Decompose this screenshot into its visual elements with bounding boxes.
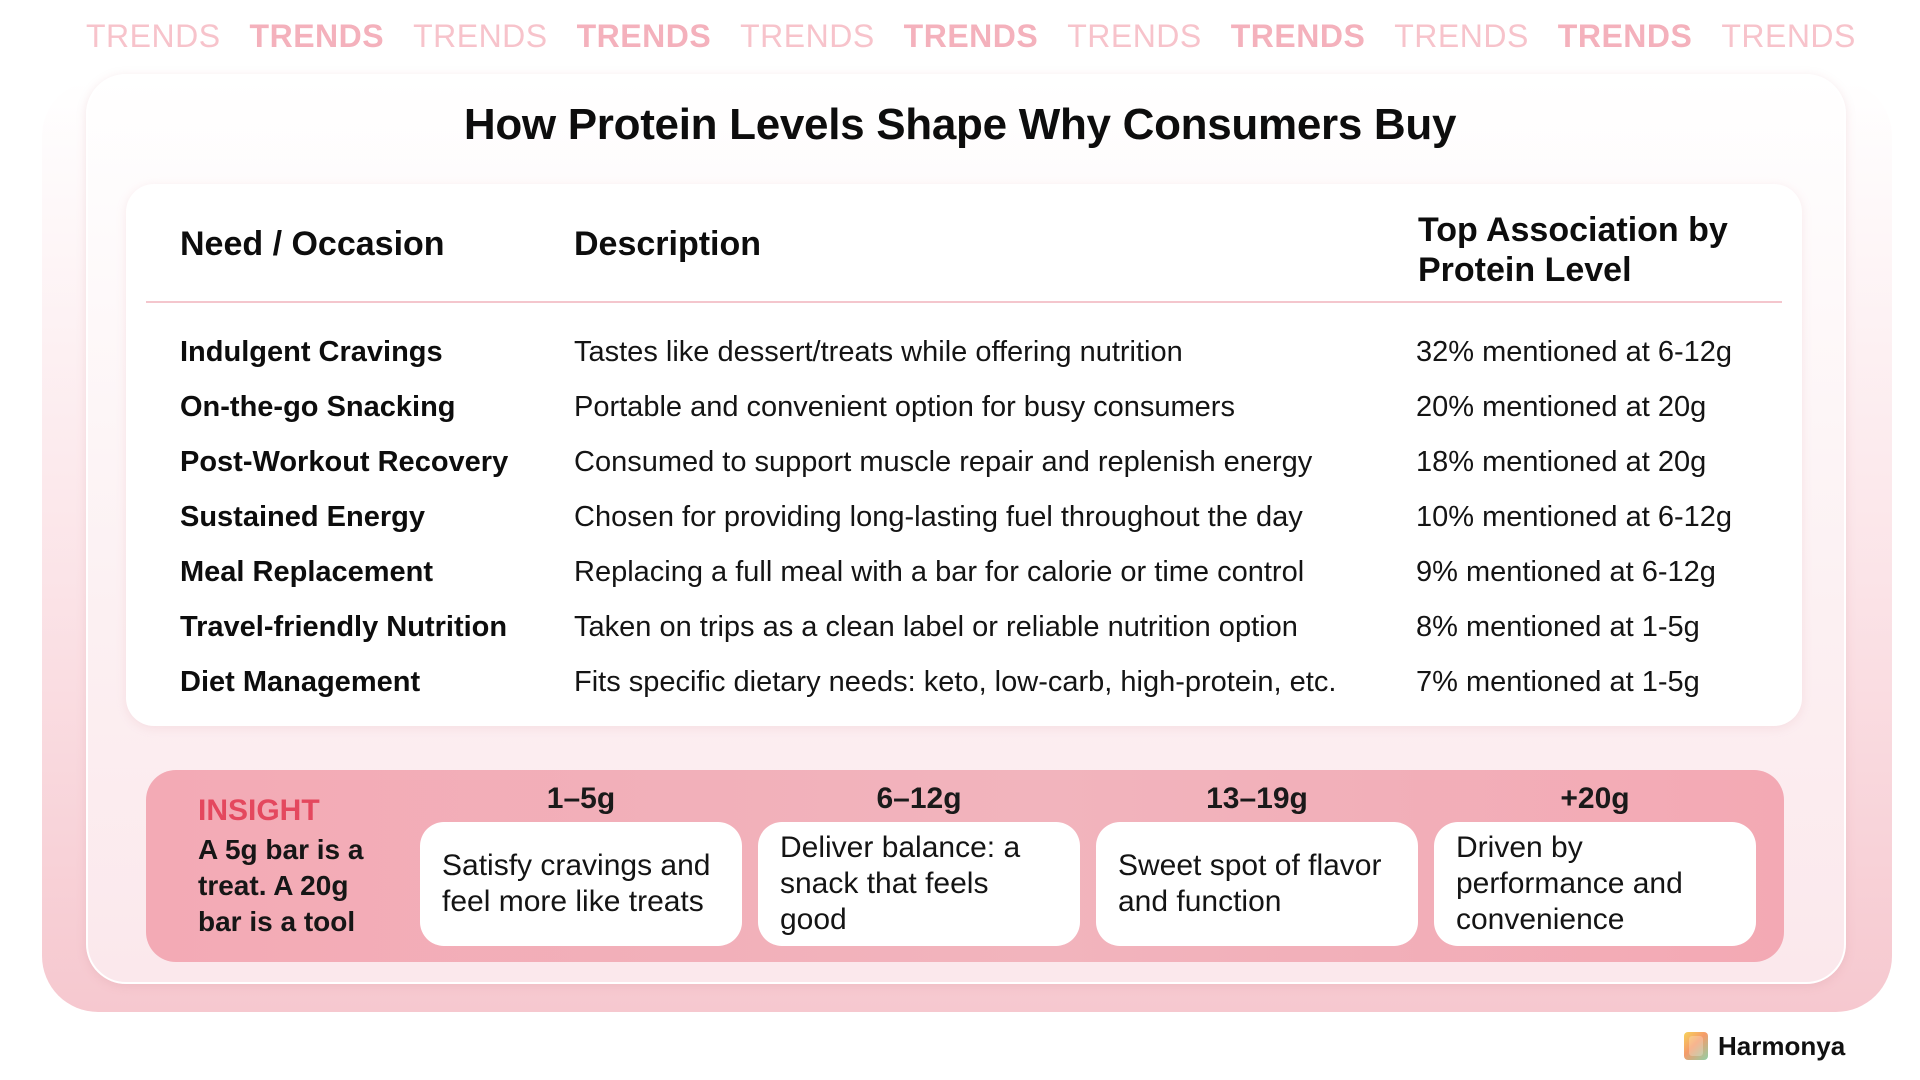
- tier-description: Driven by performance and convenience: [1434, 822, 1756, 946]
- tier-description: Deliver balance: a snack that feels good: [758, 822, 1080, 946]
- brand-name: Harmonya: [1718, 1030, 1846, 1061]
- protein-tier-card: 6–12g Deliver balance: a snack that feel…: [758, 770, 1080, 962]
- table-row: On-the-go Snacking Portable and convenie…: [126, 387, 1802, 427]
- top-association-cell: 20% mentioned at 20g: [1416, 391, 1707, 423]
- table-header: Need / Occasion Description Top Associat…: [126, 184, 1802, 303]
- top-association-cell: 32% mentioned at 6-12g: [1416, 336, 1732, 368]
- description-cell: Portable and convenient option for busy …: [574, 391, 1235, 423]
- description-cell: Chosen for providing long-lasting fuel t…: [574, 501, 1303, 533]
- description-cell: Consumed to support muscle repair and re…: [574, 446, 1313, 478]
- header-divider: [146, 301, 1782, 303]
- top-association-cell: 7% mentioned at 1-5g: [1416, 666, 1700, 698]
- watermark-word: TRENDS: [576, 17, 712, 54]
- watermark-word: TRENDS: [413, 17, 548, 54]
- need-cell: Meal Replacement: [180, 556, 434, 588]
- table-row: Sustained Energy Chosen for providing lo…: [126, 497, 1802, 537]
- watermark-word: TRENDS: [1230, 17, 1366, 54]
- watermark-word: TRENDS: [1394, 17, 1529, 54]
- need-cell: Post-Workout Recovery: [180, 446, 509, 478]
- needs-table: Need / Occasion Description Top Associat…: [126, 184, 1802, 726]
- column-header-description: Description: [574, 225, 762, 263]
- tier-text: Sweet spot of flavor and function: [1118, 849, 1382, 918]
- description-cell: Tastes like dessert/treats while offerin…: [574, 336, 1183, 368]
- tier-text: Driven by performance and convenience: [1456, 831, 1683, 936]
- description-cell: Replacing a full meal with a bar for cal…: [574, 556, 1305, 588]
- need-cell: On-the-go Snacking: [180, 391, 456, 423]
- watermark-word: TRENDS: [1067, 17, 1202, 54]
- insight-strip: INSIGHT A 5g bar is a treat. A 20g bar i…: [146, 770, 1784, 962]
- top-association-cell: 9% mentioned at 6-12g: [1416, 556, 1716, 588]
- tier-description: Sweet spot of flavor and function: [1096, 822, 1418, 946]
- tier-text: Satisfy cravings and feel more like trea…: [442, 849, 711, 918]
- tier-text: Deliver balance: a snack that feels good: [780, 831, 1021, 936]
- watermark-word: TRENDS: [1557, 17, 1693, 54]
- protein-tier-card: 1–5g Satisfy cravings and feel more like…: [420, 770, 742, 962]
- need-cell: Sustained Energy: [180, 501, 425, 533]
- watermark-word: TRENDS: [249, 17, 385, 54]
- page-title: How Protein Levels Shape Why Consumers B…: [463, 100, 1457, 149]
- tier-range: 1–5g: [546, 782, 616, 815]
- top-association-cell: 8% mentioned at 1-5g: [1416, 611, 1700, 643]
- need-cell: Diet Management: [180, 666, 421, 698]
- description-cell: Fits specific dietary needs: keto, low-c…: [574, 666, 1337, 698]
- watermark-word: TRENDS: [1721, 17, 1856, 54]
- tier-range: +20g: [1560, 782, 1630, 815]
- watermark-word: TRENDS: [903, 17, 1039, 54]
- harmonya-logo-icon: [1684, 1032, 1708, 1060]
- tier-description: Satisfy cravings and feel more like trea…: [420, 822, 742, 946]
- watermark-word: TRENDS: [740, 17, 875, 54]
- table-row: Travel-friendly Nutrition Taken on trips…: [126, 607, 1802, 647]
- column-header-need: Need / Occasion: [180, 225, 445, 263]
- brand-logo: Harmonya: [1684, 1030, 1845, 1062]
- need-cell: Travel-friendly Nutrition: [180, 611, 508, 643]
- table-row: Indulgent Cravings Tastes like dessert/t…: [126, 332, 1802, 372]
- table-row: Diet Management Fits specific dietary ne…: [126, 662, 1802, 702]
- insight-label: INSIGHT: [198, 794, 320, 827]
- table-row: Meal Replacement Replacing a full meal w…: [126, 552, 1802, 592]
- protein-tier-card: 13–19g Sweet spot of flavor and function: [1096, 770, 1418, 962]
- need-cell: Indulgent Cravings: [180, 336, 443, 368]
- tier-range: 6–12g: [876, 782, 962, 815]
- table-row: Post-Workout Recovery Consumed to suppor…: [126, 442, 1802, 482]
- column-header-top-association: Top Association by Protein Level: [1418, 211, 1728, 289]
- top-association-cell: 10% mentioned at 6-12g: [1416, 501, 1732, 533]
- protein-tier-card: +20g Driven by performance and convenien…: [1434, 770, 1756, 962]
- top-association-cell: 18% mentioned at 20g: [1416, 446, 1707, 478]
- trends-watermark: TRENDS TRENDS TRENDS TRENDS TRENDS TREND…: [86, 14, 1856, 58]
- description-cell: Taken on trips as a clean label or relia…: [574, 611, 1298, 643]
- insight-text: A 5g bar is a treat. A 20g bar is a tool: [198, 834, 364, 937]
- tier-range: 13–19g: [1206, 782, 1308, 815]
- watermark-word: TRENDS: [86, 17, 221, 54]
